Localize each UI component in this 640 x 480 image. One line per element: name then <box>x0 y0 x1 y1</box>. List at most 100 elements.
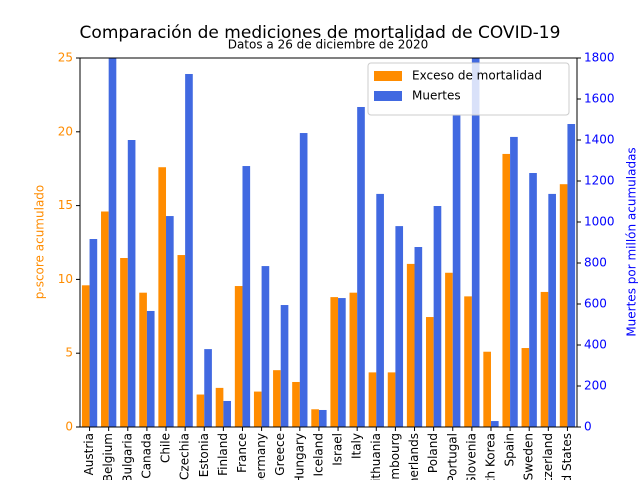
bar <box>242 166 251 427</box>
bar <box>529 173 537 427</box>
bar <box>318 409 327 427</box>
bar <box>139 292 147 427</box>
bar <box>483 351 491 427</box>
bar <box>223 400 232 427</box>
y2-axis-label: Muertes por millón acumuladas <box>625 147 639 336</box>
x-tick-label: Hungary <box>292 433 306 480</box>
bar <box>127 140 136 427</box>
bar <box>196 394 205 427</box>
x-tick-label: Netherlands <box>407 433 421 480</box>
x-tick-label: France <box>235 433 249 473</box>
y-tick-label: 15 <box>58 198 73 212</box>
y2-tick-label: 1600 <box>584 92 615 106</box>
bar <box>338 298 346 427</box>
bar <box>299 133 308 427</box>
bar <box>521 348 530 427</box>
bar <box>387 372 396 427</box>
bar <box>490 421 499 427</box>
bar <box>548 193 556 427</box>
bar <box>376 193 384 427</box>
x-tick-label: Poland <box>426 433 440 473</box>
x-tick-label: Finland <box>216 433 230 476</box>
bar <box>502 153 511 427</box>
x-tick-label: Slovenia <box>464 433 478 480</box>
x-tick-label: Bulgaria <box>120 433 134 480</box>
bar <box>395 226 404 427</box>
chart-title: Comparación de mediciones de mortalidad … <box>80 23 561 43</box>
x-tick-label: South Korea <box>483 433 497 480</box>
x-tick-label: Lithuania <box>369 433 383 480</box>
y-tick-label: 5 <box>65 346 73 360</box>
bar <box>433 206 442 427</box>
bar <box>540 291 549 427</box>
bar <box>559 184 568 427</box>
bar <box>253 391 262 427</box>
bar <box>280 305 289 427</box>
bar <box>567 124 576 427</box>
bar <box>349 292 358 427</box>
y2-tick-label: 0 <box>584 420 592 434</box>
bar <box>89 239 98 427</box>
bar <box>158 167 167 427</box>
y2-tick-label: 200 <box>584 379 607 393</box>
x-tick-label: Belgium <box>101 433 115 480</box>
legend-label: Muertes <box>412 89 461 103</box>
bar <box>261 266 270 427</box>
y2-tick-label: 800 <box>584 256 607 270</box>
x-tick-label: Chile <box>159 433 173 463</box>
y2-tick-label: 1800 <box>584 51 615 65</box>
chart-subtitle: Datos a 26 de diciembre de 2020 <box>228 38 429 52</box>
x-tick-label: Portugal <box>445 433 459 480</box>
bar <box>406 263 415 427</box>
bar <box>215 387 224 427</box>
legend-box <box>367 62 570 116</box>
legend-swatch <box>374 71 402 81</box>
bar <box>185 73 193 428</box>
legend-swatch <box>374 91 402 101</box>
x-tick-label: Estonia <box>197 433 211 477</box>
y-axis-label: p-score acumulado <box>33 185 47 300</box>
bar <box>414 247 423 427</box>
x-tick-label: Czechia <box>178 433 192 480</box>
bar <box>368 372 377 427</box>
x-tick-label: Italy <box>350 433 364 459</box>
x-tick-label: Iceland <box>311 433 325 476</box>
x-tick-label: Austria <box>82 433 96 475</box>
x-tick-label: Spain <box>503 433 517 467</box>
bar <box>471 58 480 427</box>
x-tick-label: Switzerland <box>541 433 555 480</box>
bar <box>166 216 174 427</box>
bar <box>510 136 518 428</box>
x-tick-label: Luxembourg <box>388 433 402 480</box>
x-tick-label: United States <box>560 433 574 480</box>
bar <box>146 310 155 427</box>
bar <box>464 296 472 427</box>
y2-tick-label: 400 <box>584 338 607 352</box>
y2-tick-label: 1000 <box>584 215 615 229</box>
bar <box>177 255 186 427</box>
bar <box>234 286 243 427</box>
y-tick-label: 25 <box>58 51 73 65</box>
bar <box>108 58 117 427</box>
x-tick-label: Canada <box>139 433 153 479</box>
y-tick-label: 10 <box>58 272 73 286</box>
plot-frame <box>79 57 578 428</box>
bar <box>292 381 300 427</box>
x-tick-label: Sweden <box>522 433 536 480</box>
bar <box>273 370 281 427</box>
bar <box>452 114 461 428</box>
bar <box>330 297 339 427</box>
bar <box>311 409 319 427</box>
y2-tick-label: 600 <box>584 297 607 311</box>
x-tick-label: Israel <box>331 433 345 466</box>
bar <box>425 317 434 427</box>
legend-label: Exceso de mortalidad <box>412 69 542 83</box>
bar <box>204 349 212 427</box>
x-tick-label: Germany <box>254 433 268 480</box>
y2-tick-label: 1200 <box>584 174 615 188</box>
y2-tick-label: 1400 <box>584 133 615 147</box>
bar <box>120 257 128 427</box>
x-tick-label: Greece <box>273 433 287 476</box>
y-tick-label: 0 <box>65 420 73 434</box>
